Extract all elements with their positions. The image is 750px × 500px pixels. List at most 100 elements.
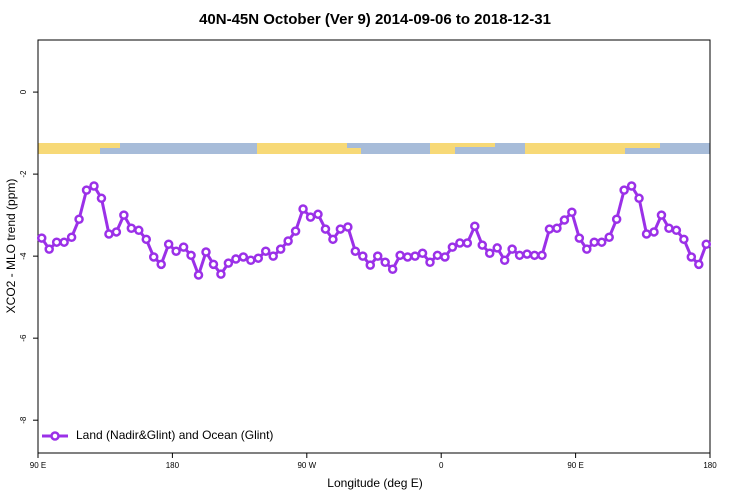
data-point xyxy=(335,224,346,234)
data-point xyxy=(656,210,667,220)
data-point xyxy=(178,242,189,252)
legend-marker xyxy=(50,431,60,441)
data-point xyxy=(343,222,353,232)
data-point xyxy=(619,185,629,195)
data-point xyxy=(387,264,398,275)
data-point xyxy=(350,246,361,256)
data-point xyxy=(268,251,278,261)
x-axis-label: Longitude (deg E) xyxy=(327,476,422,490)
y-tick-label: -4 xyxy=(19,252,28,260)
data-point xyxy=(134,225,144,236)
data-point xyxy=(313,209,323,220)
data-point xyxy=(208,259,219,270)
x-tick-label: 180 xyxy=(166,461,180,470)
data-point xyxy=(574,233,585,243)
data-point xyxy=(96,193,107,204)
data-point xyxy=(36,233,47,243)
data-point xyxy=(641,229,652,239)
data-point xyxy=(260,246,271,256)
data-point xyxy=(119,210,129,220)
data-point xyxy=(604,232,614,243)
data-point xyxy=(44,244,54,254)
data-point xyxy=(51,237,62,247)
data-point xyxy=(462,238,473,248)
legend-label: Land (Nadir&Glint) and Ocean (Glint) xyxy=(76,428,273,442)
plot-frame xyxy=(37,39,711,454)
data-point xyxy=(447,242,458,252)
data-point xyxy=(440,252,450,262)
data-point xyxy=(522,249,532,259)
data-point xyxy=(193,270,204,280)
data-point xyxy=(402,252,413,262)
data-point xyxy=(686,252,697,262)
data-point xyxy=(559,215,570,225)
data-point xyxy=(694,259,704,270)
land-ocean-strip xyxy=(38,143,710,154)
data-point xyxy=(582,244,592,254)
data-point xyxy=(634,193,644,204)
data-point xyxy=(290,226,301,236)
data-point xyxy=(410,251,420,261)
data-point xyxy=(417,248,428,259)
data-point xyxy=(507,244,517,254)
data-point xyxy=(492,243,502,253)
data-point xyxy=(596,237,607,247)
data-point xyxy=(253,253,264,263)
x-tick-label: 0 xyxy=(439,461,444,470)
data-point xyxy=(358,251,368,261)
y-tick-label: -6 xyxy=(19,334,28,342)
y-tick-label: -2 xyxy=(19,170,28,178)
data-point xyxy=(74,214,84,224)
data-point xyxy=(567,207,577,218)
data-point xyxy=(679,234,689,245)
data-point xyxy=(111,227,122,237)
data-point xyxy=(126,223,137,233)
x-tick-label: 180 xyxy=(703,461,717,470)
data-point xyxy=(89,181,99,191)
data-point xyxy=(66,232,77,243)
data-point xyxy=(283,236,293,246)
data-point xyxy=(552,223,562,233)
data-point xyxy=(372,251,383,261)
data-point xyxy=(238,252,249,262)
data-point xyxy=(216,269,226,279)
data-point xyxy=(320,224,331,234)
data-point xyxy=(201,247,211,257)
data-point xyxy=(432,250,443,261)
data-point xyxy=(484,248,495,259)
data-point xyxy=(81,185,92,195)
data-point xyxy=(141,234,152,245)
x-tick-label: 90 E xyxy=(30,461,46,470)
data-point xyxy=(529,250,540,261)
data-point xyxy=(544,224,555,234)
y-tick-label: 0 xyxy=(19,89,28,94)
data-point xyxy=(380,257,390,268)
data-point xyxy=(328,234,338,245)
data-point xyxy=(701,239,712,249)
data-point xyxy=(425,257,435,268)
data-point xyxy=(589,237,600,247)
data-point xyxy=(611,214,622,224)
y-axis-label: XCO2 - MLO trend (ppm) xyxy=(4,179,18,314)
data-point xyxy=(163,239,174,249)
data-point xyxy=(104,229,114,239)
data-point xyxy=(298,204,308,214)
x-tick-label: 90 E xyxy=(567,461,583,470)
data-point xyxy=(171,246,181,256)
data-point xyxy=(395,250,405,261)
data-point xyxy=(275,244,286,254)
data-point xyxy=(156,259,166,270)
chart-title: 40N-45N October (Ver 9) 2014-09-06 to 20… xyxy=(199,11,551,28)
data-point xyxy=(186,250,196,261)
data-point xyxy=(499,255,510,265)
data-point xyxy=(455,238,465,248)
data-point xyxy=(231,254,241,264)
data-point xyxy=(514,250,525,261)
data-point xyxy=(664,223,674,233)
data-point xyxy=(477,240,488,250)
data-point xyxy=(59,237,69,247)
data-point xyxy=(626,181,637,191)
data-point xyxy=(671,225,682,236)
data-point xyxy=(365,260,376,270)
